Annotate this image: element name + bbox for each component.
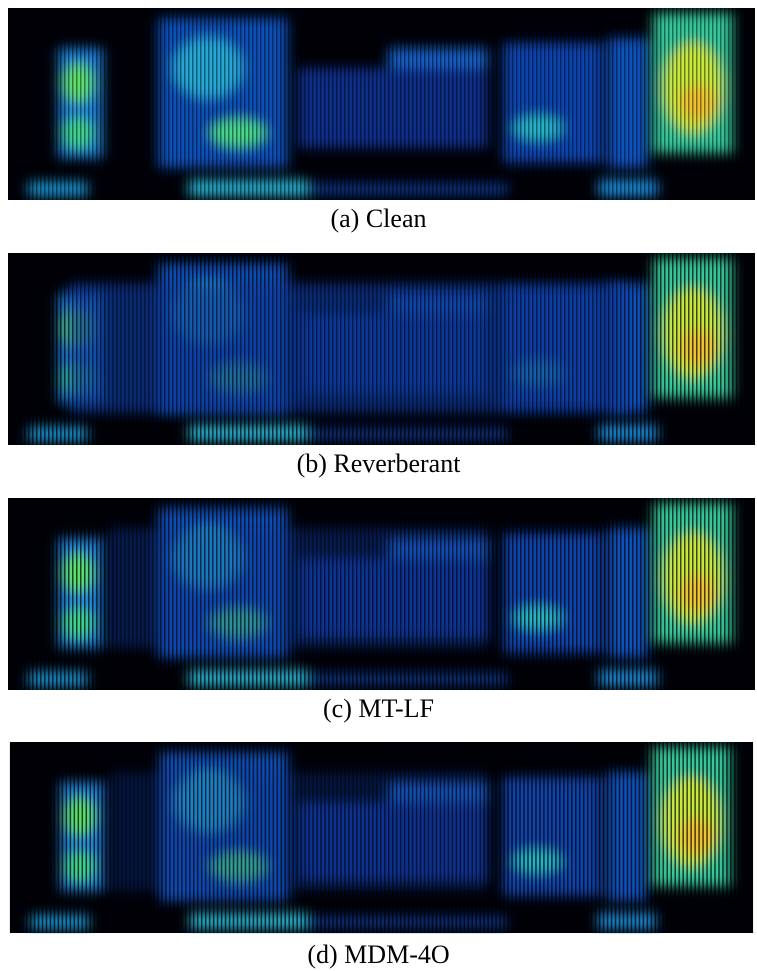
caption: (d) MDM-4O <box>0 940 757 970</box>
spectrogram-mdm-4o <box>8 742 755 934</box>
figure: (a) Clean (b) Reverberant (c) MT-LF (d) … <box>0 0 757 971</box>
spectrogram-clean <box>8 8 755 200</box>
spectrogram-reverberant <box>8 253 755 445</box>
caption: (b) Reverberant <box>0 449 757 479</box>
spectrogram-mt-lf <box>8 498 755 690</box>
caption: (a) Clean <box>0 204 757 234</box>
caption: (c) MT-LF <box>0 694 757 724</box>
